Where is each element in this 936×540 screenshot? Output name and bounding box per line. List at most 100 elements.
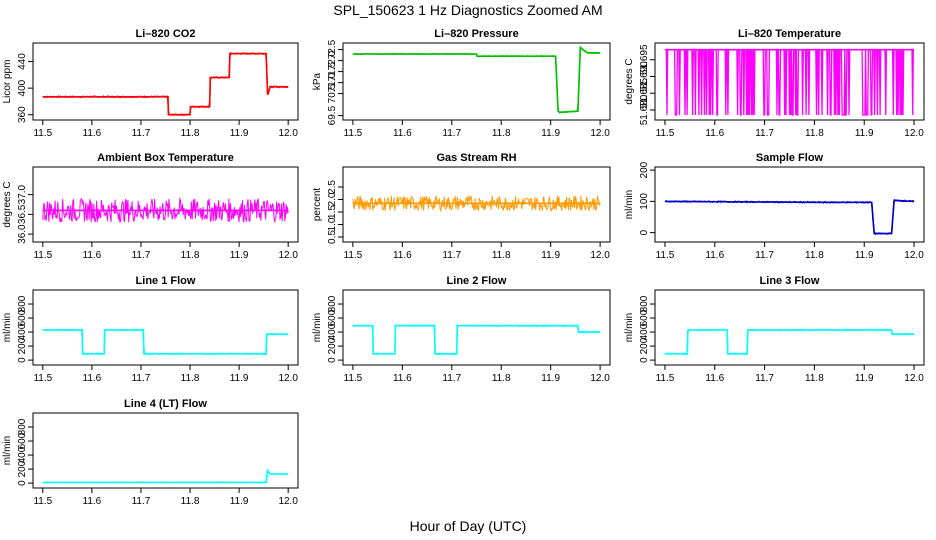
x-tick-label: 11.8 — [181, 373, 200, 384]
panel-2: Li–820 Pressure kPa 11.5 11.6 11.7 11.8 11.9 12… — [312, 28, 611, 139]
series-trend — [42, 468, 289, 484]
y-tick-label: 72.0 — [327, 50, 338, 70]
plot-frame — [342, 42, 611, 121]
x-tick-label: 11.7 — [132, 128, 151, 139]
y-tick-label: 0 — [639, 357, 650, 363]
x-tick-label: 11.7 — [132, 373, 151, 384]
x-tick-label: 11.8 — [805, 373, 824, 384]
x-tick-label: 11.6 — [83, 496, 102, 507]
x-tick-label: 12.0 — [590, 373, 610, 384]
panel-6: Sample Flow ml/min 11.5 11.6 11.7 11.8 11.9 12.… — [624, 152, 925, 261]
panel-title: Li–820 CO2 — [136, 28, 196, 40]
x-tick-label: 11.8 — [181, 496, 200, 507]
series-line — [42, 52, 289, 117]
y-tick-label: 200 — [327, 337, 338, 354]
plot-frame — [32, 42, 299, 121]
x-tick-label: 12.0 — [278, 250, 298, 261]
series-trend — [352, 45, 601, 114]
x-tick-label: 11.5 — [656, 250, 675, 261]
y-tick-label: 0 — [639, 229, 650, 235]
y-tick-label: 800 — [639, 295, 650, 312]
x-tick-label: 11.5 — [344, 373, 363, 384]
x-tick-label: 11.7 — [755, 373, 774, 384]
x-tick-label: 11.9 — [230, 128, 249, 139]
y-tick-label: 400 — [639, 323, 650, 340]
panel-7: Line 1 Flow ml/min 11.5 11.6 11.7 11.8 11.9 12.… — [2, 275, 299, 384]
panel-9: Line 3 Flow ml/min 11.5 11.6 11.7 11.8 11.9 12.… — [624, 275, 925, 384]
x-tick-label: 11.9 — [855, 373, 874, 384]
y-axis-label: percent — [312, 188, 323, 222]
x-tick-label: 11.8 — [181, 250, 200, 261]
y-tick-label: 0 — [327, 357, 338, 363]
series-line — [352, 323, 601, 356]
x-tick-label: 11.5 — [33, 128, 52, 139]
x-tick-label: 11.5 — [33, 373, 52, 384]
y-axis-label: ml/min — [312, 313, 323, 342]
x-tick-label: 11.6 — [83, 128, 102, 139]
y-tick-label: 36.5 — [17, 204, 28, 224]
panel-title: Sample Flow — [756, 152, 824, 164]
series-trend — [42, 329, 289, 355]
y-tick-label: 0 — [17, 480, 28, 486]
x-tick-label: 11.6 — [393, 250, 412, 261]
y-tick-label: 1.0 — [327, 217, 338, 231]
y-tick-label: 51.680 — [639, 94, 650, 125]
x-tick-label: 11.5 — [344, 128, 363, 139]
y-tick-label: 71.5 — [327, 61, 338, 81]
series-trend — [664, 199, 915, 235]
x-tick-label: 11.6 — [83, 373, 102, 384]
y-tick-label: 600 — [327, 309, 338, 326]
plot-frame — [342, 289, 611, 366]
y-tick-label: 2.5 — [327, 180, 338, 194]
x-tick-label: 11.8 — [492, 373, 511, 384]
x-tick-label: 11.9 — [230, 250, 249, 261]
y-tick-label: 37.0 — [17, 184, 28, 204]
series-line — [42, 196, 289, 223]
y-tick-label: 400 — [17, 323, 28, 340]
x-tick-label: 11.8 — [805, 128, 824, 139]
y-tick-label: 200 — [17, 460, 28, 477]
plot-frame — [32, 166, 299, 243]
x-tick-label: 11.5 — [656, 373, 675, 384]
panel-8: Line 2 Flow ml/min 11.5 11.6 11.7 11.8 11.9 12.… — [312, 275, 611, 384]
y-tick-label: 51.690 — [639, 61, 650, 92]
y-tick-label: 0 — [17, 357, 28, 363]
plot-frame — [32, 412, 299, 489]
panel-title: Li–820 Temperature — [738, 28, 841, 40]
x-tick-label: 11.6 — [393, 128, 412, 139]
y-axis-label: ml/min — [2, 313, 13, 342]
x-tick-label: 11.6 — [705, 250, 724, 261]
panel-10: Line 4 (LT) Flow ml/min 11.5 11.6 11.7 11.8 11… — [2, 398, 299, 507]
panel-5: Gas Stream RH percent 11.5 11.6 11.7 11.8 11.9… — [312, 152, 611, 261]
x-tick-label: 11.7 — [755, 250, 774, 261]
panel-title: Gas Stream RH — [436, 152, 516, 164]
series-line — [352, 195, 601, 213]
y-tick-label: 69.5 — [327, 105, 338, 125]
x-tick-label: 11.6 — [83, 250, 102, 261]
y-tick-label: 71.0 — [327, 72, 338, 92]
y-tick-label: 0.5 — [327, 230, 338, 244]
x-tick-label: 11.7 — [442, 250, 461, 261]
x-tick-label: 11.7 — [755, 128, 774, 139]
y-tick-label: 360 — [17, 106, 28, 123]
panel-4: Ambient Box Temperature degrees C 11.5 11.6… — [2, 152, 299, 261]
y-axis-label: ml/min — [2, 436, 13, 465]
y-tick-label: 51.685 — [639, 77, 650, 108]
series-line — [42, 328, 289, 356]
x-tick-label: 12.0 — [904, 250, 924, 261]
x-tick-label: 11.8 — [492, 250, 511, 261]
y-tick-label: 51.695 — [639, 44, 650, 75]
series-trend — [42, 52, 289, 116]
panel-title: Line 4 (LT) Flow — [124, 398, 207, 410]
y-tick-label: 400 — [17, 79, 28, 96]
y-tick-label: 600 — [639, 309, 650, 326]
y-tick-label: 1.5 — [327, 205, 338, 219]
y-axis-label: kPa — [312, 72, 323, 90]
series-line — [664, 328, 915, 356]
series-line — [665, 49, 914, 116]
series-trend — [352, 324, 601, 355]
panel-title: Line 3 Flow — [760, 275, 820, 287]
y-tick-label: 600 — [17, 309, 28, 326]
